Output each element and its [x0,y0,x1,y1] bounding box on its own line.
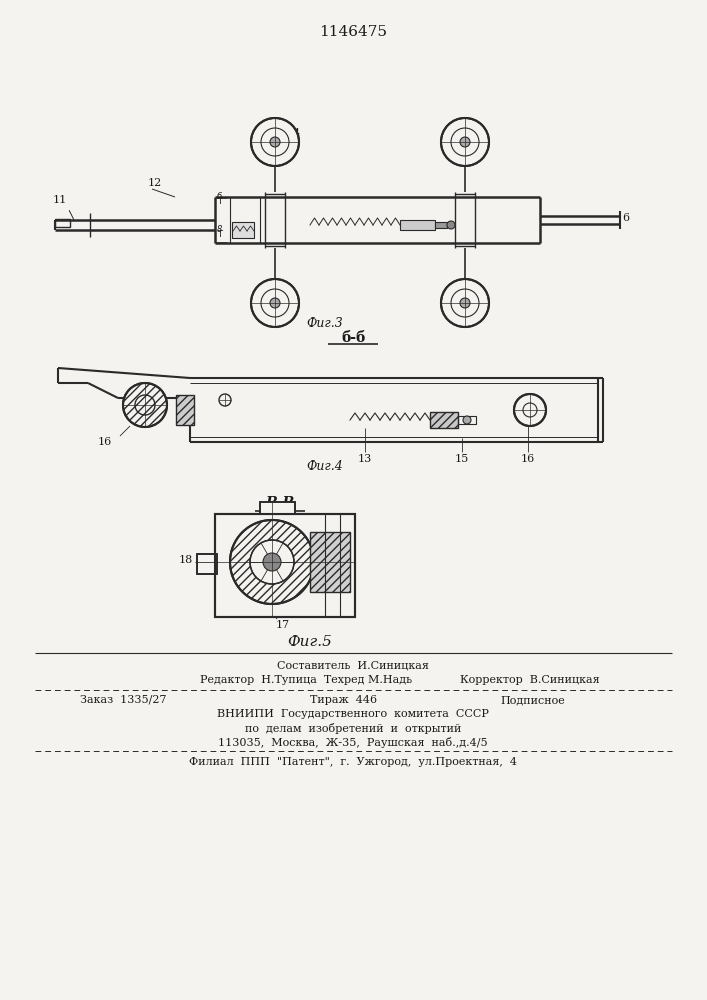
Bar [215,514,355,617]
Circle shape [250,540,294,584]
Text: 18: 18 [179,555,193,565]
Text: Подписное: Подписное [500,695,565,705]
Text: Редактор  Н.Тупица  Техред М.Надь: Редактор Н.Тупица Техред М.Надь [200,675,412,685]
Bar [215,514,355,617]
Circle shape [263,553,281,571]
Circle shape [270,137,280,147]
Text: б-б: б-б [341,331,365,345]
Circle shape [123,383,167,427]
Bar [232,222,254,238]
Bar [260,502,295,514]
Text: 11: 11 [53,195,67,205]
Text: Филиал  ППП  "Патент",  г.  Ужгород,  ул.Проектная,  4: Филиал ППП "Патент", г. Ужгород, ул.Прое… [189,757,517,767]
Bar [176,395,194,425]
Circle shape [251,118,299,166]
Bar [55,219,70,227]
Text: 113035,  Москва,  Ж-35,  Раушская  наб.,д.4/5: 113035, Москва, Ж-35, Раушская наб.,д.4/… [218,737,488,748]
Circle shape [460,298,470,308]
Text: T: T [217,230,222,239]
Text: 12: 12 [148,178,162,188]
Bar [176,395,194,425]
Bar [430,412,458,428]
Text: 16: 16 [98,437,112,447]
Text: Фиг.5: Фиг.5 [288,635,332,649]
Bar [197,554,217,574]
Circle shape [270,298,280,308]
Text: T: T [217,197,222,206]
Text: б: б [217,192,222,201]
Text: Тираж  446: Тираж 446 [310,695,377,705]
Text: В-В: В-В [265,496,295,510]
Circle shape [441,279,489,327]
Text: 6: 6 [622,213,629,223]
Text: Фиг.4: Фиг.4 [307,460,344,473]
Text: 14: 14 [287,128,301,138]
Bar [458,416,476,424]
Circle shape [447,221,455,229]
Bar [260,502,295,514]
Text: Составитель  И.Синицкая: Составитель И.Синицкая [277,660,429,670]
Text: 16: 16 [521,454,535,464]
Text: 17: 17 [276,620,290,630]
Circle shape [514,394,546,426]
Text: Заказ  1335/27: Заказ 1335/27 [80,695,167,705]
Text: Корректор  В.Синицкая: Корректор В.Синицкая [460,675,600,685]
Bar [310,532,350,592]
Text: по  делам  изобретений  и  открытий: по делам изобретений и открытий [245,723,461,734]
Circle shape [441,118,489,166]
Circle shape [460,137,470,147]
Text: Фиг.3: Фиг.3 [307,317,344,330]
Circle shape [463,416,471,424]
Text: ВНИИПИ  Государственного  комитета  СССР: ВНИИПИ Государственного комитета СССР [217,709,489,719]
Bar [400,220,435,230]
Text: 15: 15 [455,454,469,464]
Bar [435,222,447,228]
Bar [430,412,458,428]
Text: 1146475: 1146475 [319,25,387,39]
Bar [197,554,217,574]
Circle shape [251,279,299,327]
Bar [310,532,350,592]
Text: 8: 8 [217,225,223,234]
Circle shape [230,520,314,604]
Text: 13: 13 [358,454,372,464]
